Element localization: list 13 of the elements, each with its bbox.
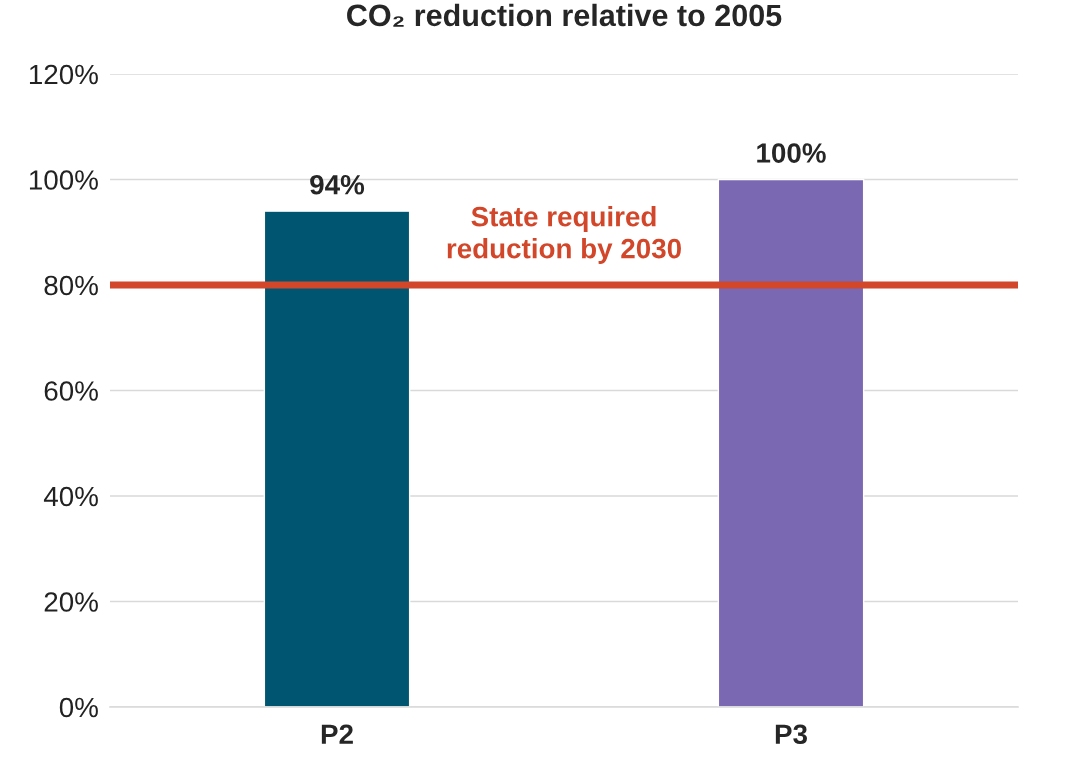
data-label: 100% xyxy=(757,143,826,163)
y-tick-label: 60% xyxy=(44,381,98,401)
data-label: 94% xyxy=(310,174,365,195)
y-tick-label: 40% xyxy=(43,486,98,507)
chart-title: CO₂ reduction relative to 2005 xyxy=(347,3,782,27)
ref-line-label: State required reduction by 2030 xyxy=(447,206,681,264)
x-tick-label: P2 xyxy=(321,724,353,744)
y-tick-label: 100% xyxy=(29,170,98,190)
y-tick-label: 20% xyxy=(44,592,98,612)
y-tick-label: 0% xyxy=(59,697,98,718)
y-tick-label: 80% xyxy=(44,275,98,296)
x-tick-label: P3 xyxy=(775,724,807,745)
y-tick-label: 120% xyxy=(29,64,98,85)
